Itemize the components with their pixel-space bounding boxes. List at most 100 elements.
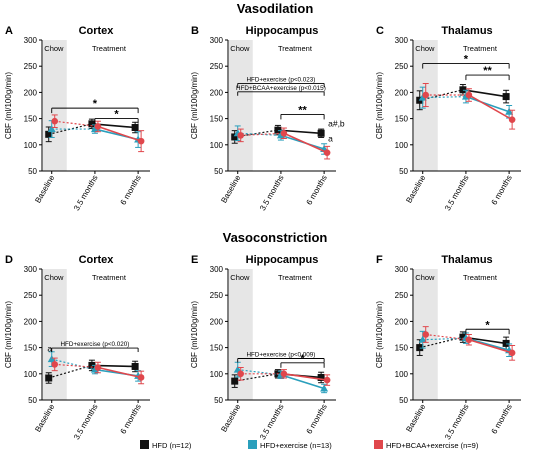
y-tick-label: 50 bbox=[399, 167, 408, 176]
series-line-baseline-segment bbox=[48, 123, 93, 135]
y-tick-label: 250 bbox=[395, 62, 409, 71]
treatment-label: Treatment bbox=[278, 44, 313, 53]
chow-shading bbox=[229, 40, 253, 171]
y-tick-label: 300 bbox=[395, 36, 409, 45]
panel-a: Chow Treatment A Cortex 50 100 150 200 250 300 CBF… bbox=[4, 25, 150, 212]
data-point-circle bbox=[280, 129, 288, 137]
data-point-circle bbox=[237, 132, 245, 139]
series-line-baseline-segment bbox=[54, 363, 98, 369]
y-tick-label: 100 bbox=[24, 370, 38, 379]
data-point-circle bbox=[51, 361, 59, 368]
data-point-circle bbox=[422, 91, 430, 99]
y-tick-label: 250 bbox=[24, 291, 38, 300]
panel-c: Chow Treatment C Thalamus 50 100 150 200 250 300 C… bbox=[375, 25, 521, 212]
y-tick-label: 50 bbox=[28, 396, 37, 405]
x-tick-label: Baseline bbox=[219, 173, 242, 205]
data-point-square bbox=[231, 133, 239, 141]
panel-letter: D bbox=[5, 254, 13, 266]
treatment-label: Treatment bbox=[463, 273, 498, 282]
section-title-vasodilation: Vasodilation bbox=[237, 1, 314, 16]
legend-swatch bbox=[374, 440, 383, 449]
y-tick-label: 300 bbox=[24, 36, 38, 45]
y-tick-label: 200 bbox=[24, 88, 38, 97]
point-significance-label: a bbox=[47, 343, 52, 353]
note-label: HFD+BCAA+exercise (p<0.015) bbox=[236, 85, 326, 92]
y-tick-label: 250 bbox=[210, 291, 224, 300]
legend-swatch bbox=[248, 440, 257, 449]
y-tick-label: 150 bbox=[395, 115, 409, 124]
panel-title: Hippocampus bbox=[246, 25, 319, 37]
x-tick-label: Baseline bbox=[219, 402, 242, 434]
panel-letter: A bbox=[5, 25, 13, 37]
panel-title: Thalamus bbox=[441, 25, 492, 37]
x-tick-label: 3.5 months bbox=[258, 174, 286, 213]
panel-letter: C bbox=[376, 25, 384, 37]
y-tick-label: 100 bbox=[210, 370, 224, 379]
y-tick-label: 50 bbox=[399, 396, 408, 405]
data-point-square bbox=[502, 93, 510, 101]
section-title-vasoconstriction: Vasoconstriction bbox=[223, 230, 328, 245]
treatment-label: Treatment bbox=[278, 273, 313, 282]
data-point-square bbox=[231, 377, 239, 385]
x-tick-label: 6 months bbox=[119, 174, 143, 207]
series-line-baseline-segment bbox=[419, 89, 464, 101]
x-tick-label: 3.5 months bbox=[443, 403, 471, 442]
data-point-circle bbox=[508, 116, 516, 123]
chow-label: Chow bbox=[44, 44, 64, 53]
panel-title: Hippocampus bbox=[246, 254, 319, 266]
data-point-circle bbox=[137, 137, 145, 145]
data-point-square bbox=[459, 333, 467, 341]
y-tick-label: 250 bbox=[395, 291, 409, 300]
y-tick-label: 200 bbox=[395, 317, 409, 326]
panel-letter: B bbox=[191, 25, 199, 37]
data-point-triangle bbox=[276, 131, 285, 139]
series-line-baseline-segment bbox=[237, 132, 281, 136]
data-point-square bbox=[274, 126, 282, 134]
x-tick-label: 6 months bbox=[490, 174, 514, 207]
chow-label: Chow bbox=[415, 44, 435, 53]
series-line-treatment-segment bbox=[465, 337, 510, 351]
x-tick-label: 6 months bbox=[490, 403, 514, 436]
series-line-treatment-segment bbox=[280, 374, 325, 390]
y-axis-label: CBF (ml/100g/min) bbox=[190, 72, 199, 139]
x-tick-label: 6 months bbox=[119, 403, 143, 436]
panel-letter: F bbox=[376, 254, 383, 266]
x-tick-label: Baseline bbox=[33, 173, 56, 205]
point-significance-label: a#,b bbox=[328, 118, 345, 128]
significance-label: * bbox=[464, 54, 469, 66]
x-tick-label: 3.5 months bbox=[443, 174, 471, 213]
data-point-triangle bbox=[90, 365, 99, 373]
y-axis-label: CBF (ml/100g/min) bbox=[4, 301, 13, 368]
panel-title: Thalamus bbox=[441, 254, 492, 266]
y-tick-label: 300 bbox=[210, 265, 224, 274]
series-line-baseline-segment bbox=[425, 333, 469, 341]
x-tick-label: Baseline bbox=[33, 402, 56, 434]
data-point-triangle bbox=[418, 335, 427, 343]
y-tick-label: 300 bbox=[24, 265, 38, 274]
panel-e: Chow Treatment E Hippocampus 50 100 150 200 250 3… bbox=[190, 254, 336, 441]
significance-label: * bbox=[485, 319, 490, 331]
data-point-square bbox=[502, 339, 510, 347]
chow-label: Chow bbox=[44, 273, 64, 282]
chow-label: Chow bbox=[230, 273, 250, 282]
x-tick-label: 3.5 months bbox=[258, 403, 286, 442]
y-tick-label: 50 bbox=[214, 167, 223, 176]
series-line-treatment-segment bbox=[462, 88, 507, 98]
y-axis-label: CBF (ml/100g/min) bbox=[375, 72, 384, 139]
data-point-circle bbox=[465, 91, 473, 99]
significance-label: * bbox=[114, 109, 119, 121]
data-point-triangle bbox=[47, 355, 56, 363]
y-tick-label: 200 bbox=[210, 317, 224, 326]
legend: HFD (n=12) HFD+exercise (n=13) HFD+BCAA+ex… bbox=[140, 440, 479, 450]
x-tick-label: 3.5 months bbox=[72, 403, 100, 442]
y-tick-label: 200 bbox=[24, 317, 38, 326]
series-line-treatment-segment bbox=[97, 125, 142, 142]
series-line-baseline-segment bbox=[422, 95, 466, 99]
y-tick-label: 100 bbox=[395, 370, 409, 379]
significance-label: ** bbox=[298, 104, 307, 116]
y-tick-label: 200 bbox=[395, 88, 409, 97]
y-tick-label: 100 bbox=[210, 141, 224, 150]
y-tick-label: 150 bbox=[210, 115, 224, 124]
y-tick-label: 150 bbox=[24, 344, 38, 353]
y-axis-label: CBF (ml/100g/min) bbox=[4, 72, 13, 139]
